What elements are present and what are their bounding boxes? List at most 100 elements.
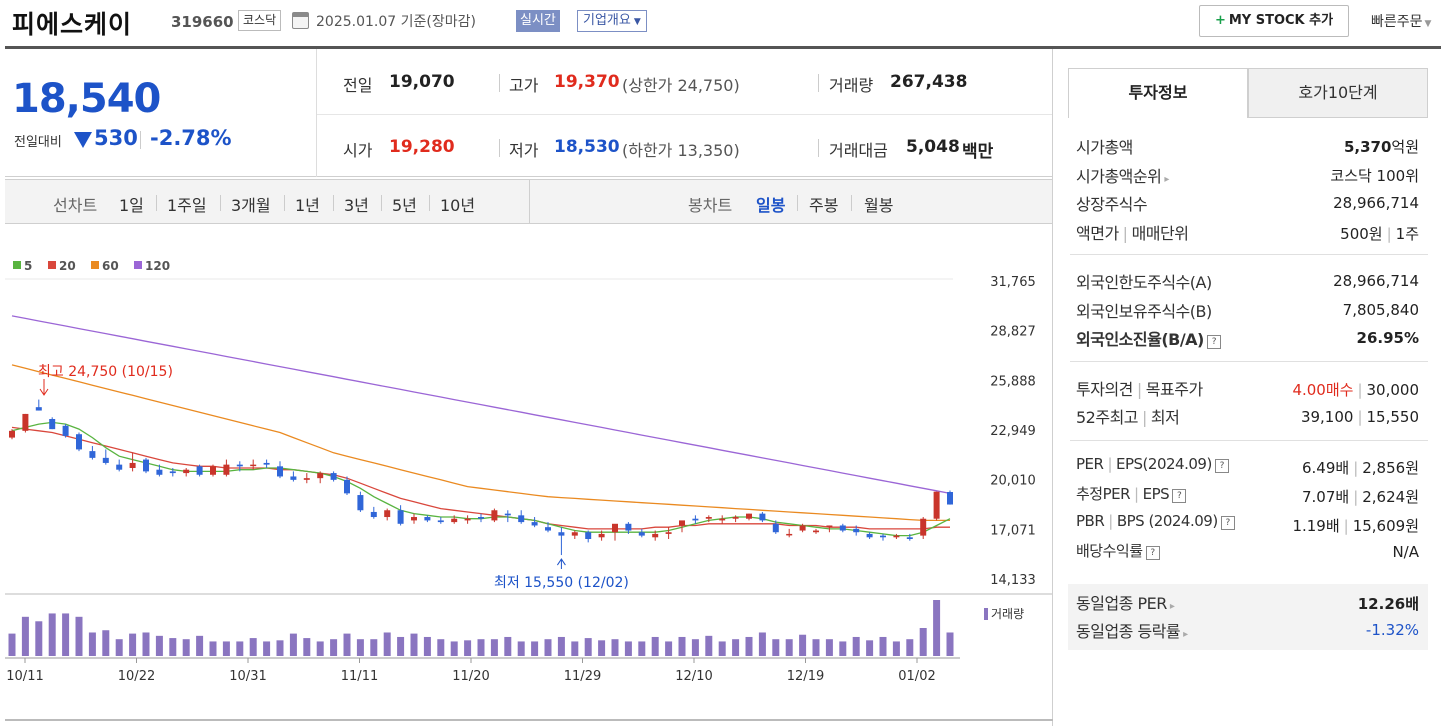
candle-body — [893, 535, 900, 538]
period-3m[interactable]: 3개월 — [231, 196, 271, 215]
volume-bar — [571, 641, 579, 656]
candle-body — [652, 533, 659, 538]
divider: | — [1353, 488, 1359, 506]
candle-body — [813, 530, 819, 533]
x-tick-label: 12/10 — [675, 669, 712, 684]
target-value: 30,000 — [1366, 381, 1420, 399]
divider — [1070, 361, 1428, 362]
divider: | — [1386, 225, 1392, 243]
quick-order-label: 빠른주문 — [1371, 14, 1423, 30]
lower-limit: (하한가 13,350) — [622, 141, 740, 160]
low-annotation: 최저 15,550 (12/02) — [494, 575, 629, 591]
divider — [429, 195, 430, 211]
caret-right-icon: ▸ — [1164, 174, 1169, 185]
volume-bar — [879, 636, 887, 656]
pbr-bps-value: 1.19배 | 15,609원 — [1292, 515, 1419, 536]
help-icon[interactable]: ? — [1220, 516, 1235, 530]
candle-weekly[interactable]: 주봉 — [809, 196, 839, 215]
peer-per-link[interactable]: 동일업종 PER ▸ — [1076, 590, 1175, 614]
y-tick-label: 14,133 — [990, 573, 1036, 588]
divider: | — [1134, 485, 1139, 503]
divider — [499, 74, 500, 92]
volume-bar — [356, 639, 364, 656]
period-10y[interactable]: 10년 — [440, 196, 476, 215]
foreign-ratio-row: 외국인소진율(B/A)? — [1076, 326, 1221, 350]
candle-body — [598, 533, 605, 538]
volume-bar — [665, 641, 673, 656]
candle-daily[interactable]: 일봉 — [756, 196, 786, 215]
volume-bar — [866, 640, 874, 656]
candle-body — [612, 523, 618, 533]
est-per-label: 추정PER — [1076, 485, 1131, 503]
help-icon[interactable]: ? — [1206, 335, 1221, 349]
ma-legend-swatch — [13, 261, 21, 269]
candle-body — [692, 518, 699, 521]
realtime-button[interactable]: 실시간 — [516, 10, 560, 32]
per-eps-value: 6.49배 | 2,856원 — [1302, 457, 1419, 478]
peer-per-value: 12.26배 — [1357, 595, 1419, 613]
volume-bar — [182, 639, 190, 656]
dividend-label: 배당수익률 — [1076, 542, 1143, 560]
candle-body — [102, 457, 109, 463]
change-percent: -2.78% — [150, 126, 232, 150]
period-3y[interactable]: 3년 — [344, 196, 369, 215]
stock-chart[interactable]: 5 20 60 120 31,765 28,827 25,888 22,949 20,010 17… — [5, 226, 1052, 726]
period-1y[interactable]: 1년 — [295, 196, 320, 215]
peer-change-link[interactable]: 동일업종 등락률 ▸ — [1076, 618, 1188, 642]
trade-unit-value: 1주 — [1395, 225, 1419, 243]
candle-body — [76, 434, 82, 450]
candle-body — [397, 510, 404, 524]
tab-order-book[interactable]: 호가10단계 — [1248, 68, 1428, 118]
volume-bar — [691, 639, 699, 656]
volume-bar — [236, 641, 244, 656]
period-1d[interactable]: 1일 — [119, 196, 144, 215]
candle-body — [719, 518, 726, 521]
help-icon[interactable]: ? — [1172, 489, 1187, 503]
divider — [499, 139, 500, 157]
volume-bar — [490, 639, 498, 656]
week52-high-label: 52주최고 — [1076, 408, 1139, 427]
help-icon[interactable]: ? — [1214, 459, 1229, 473]
period-1w[interactable]: 1주일 — [167, 196, 207, 215]
est-eps-label: EPS — [1142, 485, 1170, 503]
divider: | — [1357, 408, 1363, 426]
peer-change-value: -1.32% — [1365, 621, 1419, 639]
y-tick-label: 22,949 — [990, 424, 1036, 439]
quick-order-button[interactable]: 빠른주문 ▼ — [1371, 11, 1431, 31]
x-tick-label: 10/11 — [6, 669, 43, 684]
candle-body — [504, 513, 511, 516]
divider: | — [1136, 380, 1142, 399]
market-cap-label: 시가총액 — [1076, 138, 1133, 157]
pbr-bps-label: PBR | BPS (2024.09)? — [1076, 512, 1235, 530]
dividend-value: N/A — [1392, 543, 1419, 561]
add-mystock-button[interactable]: + MY STOCK 추가 — [1199, 5, 1349, 37]
amount-value: 5,048 — [906, 137, 960, 157]
divider — [1070, 440, 1428, 441]
company-overview-button[interactable]: 기업개요 ▼ — [577, 10, 647, 32]
volume-bar — [799, 634, 807, 656]
volume-bar — [263, 641, 271, 656]
volume-bar — [839, 641, 847, 656]
chevron-down-icon: ▼ — [633, 17, 641, 27]
eps-label: EPS(2024.09) — [1116, 455, 1212, 473]
candle-body — [920, 518, 927, 536]
listed-shares-value: 28,966,714 — [1333, 194, 1419, 212]
volume-bar — [651, 636, 659, 656]
current-price: 18,540 — [12, 76, 161, 122]
period-5y[interactable]: 5년 — [392, 196, 417, 215]
change-label: 전일대비 — [14, 135, 62, 150]
volume-bar — [852, 636, 860, 656]
candle-body — [679, 520, 685, 526]
low-arrow-head — [556, 558, 566, 566]
volume-bar — [8, 633, 16, 656]
low-value: 18,530 — [554, 137, 620, 157]
per-value: 6.49배 — [1301, 459, 1350, 477]
help-icon[interactable]: ? — [1145, 546, 1160, 560]
volume-bar — [169, 638, 177, 656]
market-cap-rank-link[interactable]: 시가총액순위 ▸ — [1076, 163, 1169, 187]
target-label: 목표주가 — [1145, 380, 1203, 399]
bps-value: 15,609원 — [1352, 517, 1419, 535]
candle-monthly[interactable]: 월봉 — [864, 196, 894, 215]
tab-invest-info[interactable]: 투자정보 — [1068, 68, 1248, 118]
divider: | — [1122, 224, 1128, 243]
